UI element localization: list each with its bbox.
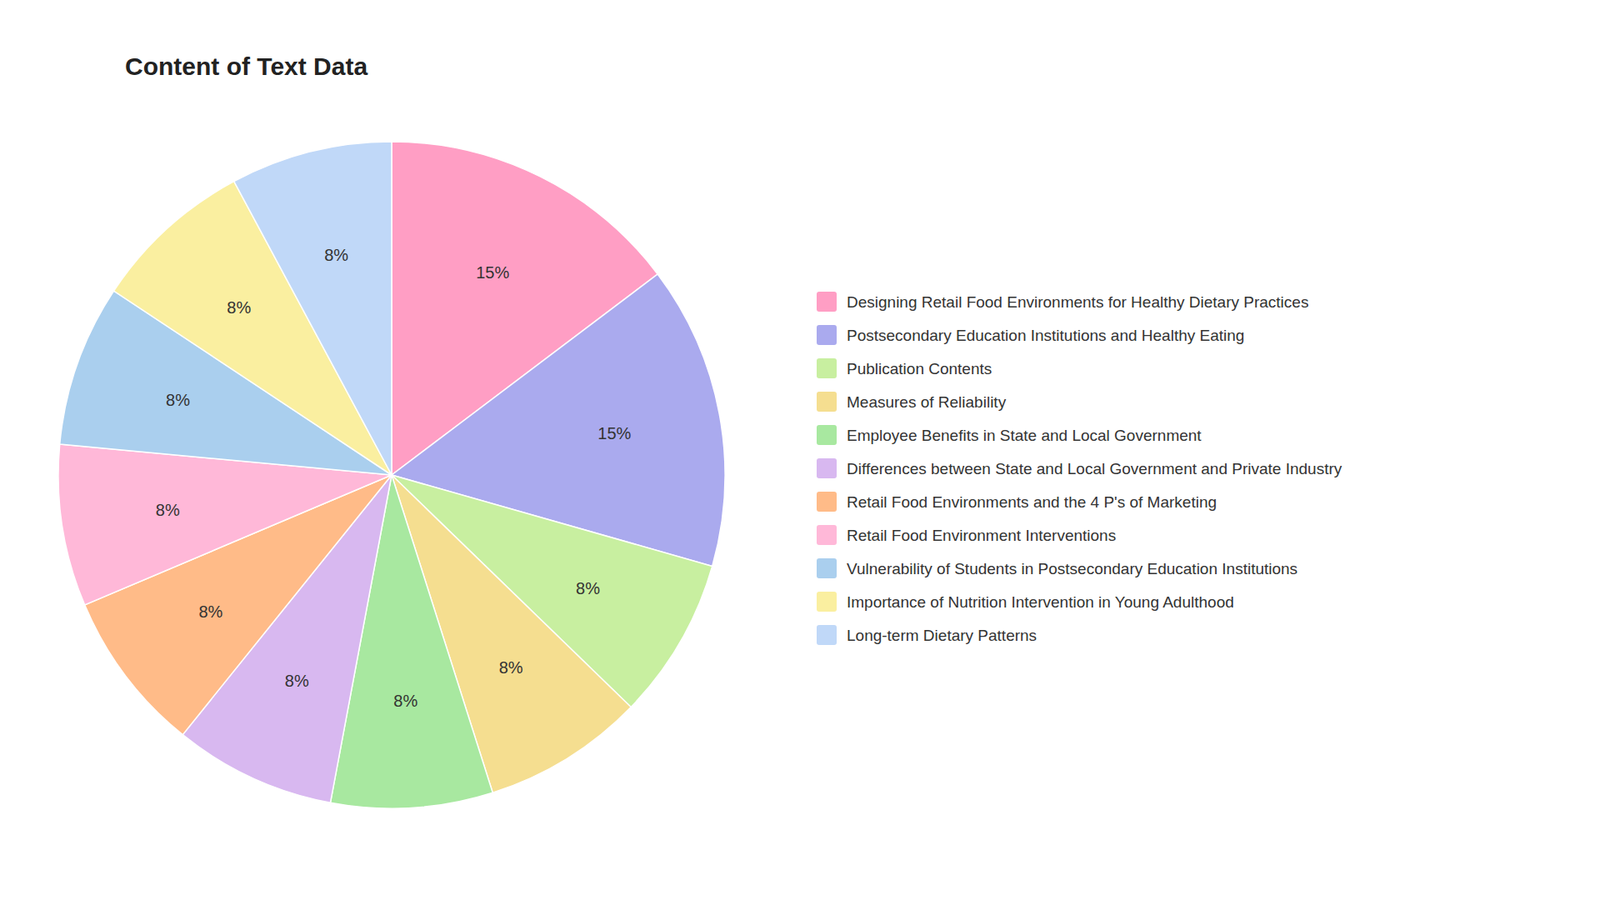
legend-label: Postsecondary Education Institutions and… — [846, 326, 1245, 345]
legend-swatch — [816, 358, 837, 379]
legend-swatch — [816, 291, 837, 312]
legend-swatch — [816, 591, 837, 612]
legend-label: Designing Retail Food Environments for H… — [846, 293, 1309, 311]
legend-label: Employee Benefits in State and Local Gov… — [846, 426, 1202, 445]
data-label: 8% — [575, 579, 600, 598]
data-label: 8% — [165, 390, 190, 410]
legend-item: Retail Food Environments and the 4 P's o… — [816, 491, 1217, 512]
data-label: 8% — [198, 602, 223, 621]
legend-label: Vulnerability of Students in Postseconda… — [846, 560, 1298, 578]
legend-label: Publication Contents — [846, 360, 992, 378]
data-labels: 15% 15% 8% 8% 8% 8% 8% 8% 8% 8% 8% — [155, 245, 632, 710]
legend-item: Measures of Reliability — [816, 391, 1007, 412]
legend-item: Postsecondary Education Institutions and… — [816, 325, 1245, 345]
legend-label: Long-term Dietary Patterns — [846, 626, 1037, 645]
data-label: 8% — [285, 671, 310, 690]
legend-swatch — [816, 391, 837, 412]
legend-swatch — [816, 458, 837, 479]
data-label: 8% — [499, 658, 524, 677]
legend-swatch — [816, 625, 837, 645]
legend-swatch — [816, 491, 837, 512]
legend-item: Retail Food Environment Interventions — [816, 525, 1116, 545]
legend-label: Measures of Reliability — [846, 393, 1007, 411]
legend-item: Employee Benefits in State and Local Gov… — [816, 425, 1202, 445]
data-label: 15% — [475, 263, 510, 282]
data-label: 15% — [597, 424, 631, 443]
legend-item: Importance of Nutrition Intervention in … — [816, 591, 1235, 612]
legend-swatch — [816, 425, 837, 445]
legend-item: Differences between State and Local Gove… — [816, 458, 1343, 479]
legend-swatch — [816, 325, 837, 345]
slice — [234, 141, 392, 475]
data-label: 8% — [324, 245, 349, 265]
title: Content of Text Data — [125, 52, 368, 80]
data-label: 8% — [155, 500, 180, 520]
chart: Content of Text Data 15% 15% 8% 8% 8% 8% 8% 8% 8%… — [0, 0, 1600, 900]
pie — [58, 141, 725, 809]
legend-item: Designing Retail Food Environments for H… — [816, 291, 1309, 312]
legend-swatch — [816, 558, 837, 579]
legend-swatch — [816, 525, 837, 545]
legend-label: Retail Food Environments and the 4 P's o… — [846, 493, 1217, 511]
data-label: 8% — [226, 298, 251, 317]
legend-item: Long-term Dietary Patterns — [816, 625, 1037, 645]
legend-item: Vulnerability of Students in Postseconda… — [816, 558, 1298, 579]
legend-label: Differences between State and Local Gove… — [846, 460, 1343, 478]
legend: Designing Retail Food Environments for H… — [816, 291, 1343, 645]
legend-item: Publication Contents — [816, 358, 992, 379]
data-label: 8% — [393, 691, 418, 710]
legend-label: Retail Food Environment Interventions — [846, 526, 1116, 545]
legend-label: Importance of Nutrition Intervention in … — [846, 593, 1235, 611]
